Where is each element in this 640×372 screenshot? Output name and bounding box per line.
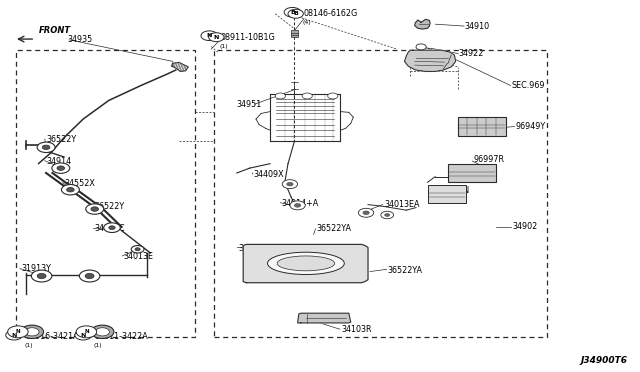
Bar: [428, 185, 466, 203]
Bar: [16, 50, 195, 337]
Text: 34013E: 34013E: [124, 252, 154, 261]
Text: 08911-10B1G: 08911-10B1G: [221, 33, 276, 42]
Bar: [214, 50, 547, 337]
Text: SEC.969: SEC.969: [512, 81, 545, 90]
Polygon shape: [298, 313, 351, 323]
Text: 34013EA: 34013EA: [384, 200, 419, 209]
Circle shape: [290, 201, 305, 210]
Text: N: N: [15, 329, 20, 334]
Text: 36522YA: 36522YA: [388, 266, 423, 275]
Text: (1): (1): [220, 44, 228, 49]
Ellipse shape: [277, 256, 335, 271]
Text: 34013C: 34013C: [95, 224, 125, 233]
Text: N: N: [207, 33, 212, 38]
Text: 3491B: 3491B: [239, 244, 264, 253]
Circle shape: [288, 9, 303, 18]
Text: N: N: [81, 333, 86, 338]
Circle shape: [109, 226, 115, 230]
Circle shape: [25, 328, 39, 336]
Text: 34552XA: 34552XA: [316, 255, 352, 264]
Text: 08146-6162G: 08146-6162G: [304, 9, 358, 18]
Circle shape: [135, 248, 140, 251]
Circle shape: [8, 326, 28, 338]
Circle shape: [363, 211, 369, 215]
Circle shape: [76, 326, 97, 338]
Circle shape: [385, 214, 390, 217]
Text: (1): (1): [24, 343, 33, 348]
Text: N: N: [12, 333, 17, 338]
Text: N: N: [84, 329, 89, 334]
Text: 34552X: 34552X: [64, 179, 95, 187]
Circle shape: [85, 273, 94, 279]
Circle shape: [284, 7, 301, 17]
Bar: [448, 164, 496, 182]
Text: 34922: 34922: [458, 49, 484, 58]
Circle shape: [282, 180, 298, 189]
Text: 34409X: 34409X: [253, 170, 284, 179]
Text: 34950N: 34950N: [438, 186, 470, 195]
Circle shape: [37, 273, 46, 279]
Circle shape: [287, 182, 293, 186]
Circle shape: [37, 142, 55, 153]
Circle shape: [416, 44, 426, 50]
Polygon shape: [404, 50, 456, 71]
Circle shape: [95, 328, 109, 336]
Text: 96949Y: 96949Y: [516, 122, 546, 131]
Polygon shape: [172, 62, 188, 71]
Text: 34910: 34910: [464, 22, 489, 31]
Circle shape: [381, 211, 394, 219]
Circle shape: [31, 270, 52, 282]
Text: 34914: 34914: [46, 157, 71, 166]
Circle shape: [294, 203, 301, 207]
Text: B: B: [290, 10, 295, 15]
Circle shape: [6, 330, 22, 340]
Text: B: B: [293, 11, 298, 16]
Circle shape: [275, 93, 285, 99]
Circle shape: [201, 31, 218, 41]
Circle shape: [20, 325, 44, 339]
Circle shape: [75, 330, 92, 340]
Polygon shape: [243, 244, 368, 283]
Text: 36522Y: 36522Y: [95, 202, 125, 211]
Text: 08916-3421A: 08916-3421A: [26, 332, 79, 341]
Circle shape: [328, 93, 338, 99]
Text: N: N: [214, 35, 219, 40]
Ellipse shape: [268, 252, 344, 275]
Circle shape: [57, 166, 65, 170]
Circle shape: [131, 246, 144, 253]
Text: J34900T6: J34900T6: [580, 356, 627, 365]
Bar: [458, 117, 506, 136]
Text: 34951: 34951: [237, 100, 262, 109]
Polygon shape: [415, 19, 430, 29]
Text: 31913Y: 31913Y: [21, 264, 51, 273]
Circle shape: [209, 33, 224, 42]
Circle shape: [42, 145, 50, 150]
Circle shape: [104, 223, 120, 232]
Text: FRONT: FRONT: [38, 26, 70, 35]
Text: 34914+A: 34914+A: [282, 199, 319, 208]
Circle shape: [67, 187, 74, 192]
Text: (4): (4): [303, 20, 312, 25]
Text: 34902: 34902: [512, 222, 537, 231]
Text: 36522Y: 36522Y: [46, 135, 76, 144]
Circle shape: [86, 204, 104, 214]
Circle shape: [61, 185, 79, 195]
Circle shape: [91, 325, 114, 339]
Circle shape: [358, 208, 374, 217]
Text: (1): (1): [93, 343, 102, 348]
Text: 34103R: 34103R: [341, 326, 372, 334]
Text: 08911-3422A: 08911-3422A: [95, 332, 148, 341]
Text: 34935: 34935: [67, 35, 92, 44]
Text: 36522YA: 36522YA: [317, 224, 352, 233]
Circle shape: [52, 163, 70, 173]
Circle shape: [302, 93, 312, 99]
Bar: [291, 30, 298, 37]
Text: 96997R: 96997R: [474, 155, 504, 164]
Circle shape: [79, 270, 100, 282]
Circle shape: [91, 207, 99, 211]
